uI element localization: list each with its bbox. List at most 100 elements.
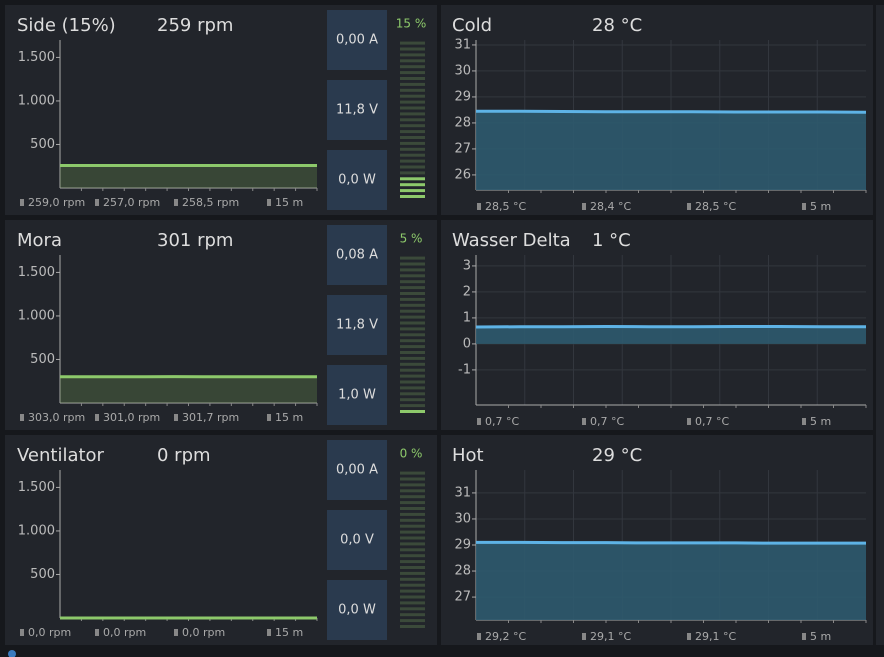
stat: 5 m <box>810 415 831 428</box>
panel-title: Wasser Delta <box>452 230 571 251</box>
y-tick-label: 28 <box>454 115 471 130</box>
gauge-segment <box>400 495 425 499</box>
line <box>476 109 867 114</box>
panel-title: Mora <box>17 230 62 251</box>
gauge-segment <box>400 94 425 98</box>
gauge-segment <box>400 583 425 587</box>
gauge-segment <box>400 619 425 623</box>
stat-icon <box>582 203 586 210</box>
stat: 28,4 °C <box>590 200 631 213</box>
gauge-segment <box>400 286 425 290</box>
y-tick-label: 500 <box>30 352 55 367</box>
y-tick-label: -1 <box>458 362 471 377</box>
panel-title: Ventilator <box>17 445 105 466</box>
stat-icon <box>174 199 178 206</box>
box-value: 0,0 W <box>338 173 376 188</box>
gauge-segment <box>400 613 425 617</box>
gauge-segment <box>400 625 425 628</box>
area <box>60 165 317 188</box>
stat-icon <box>802 203 806 210</box>
gauge-segment <box>400 512 425 516</box>
gauge-segment <box>400 404 425 408</box>
area <box>476 326 866 344</box>
gauge-segment <box>400 530 425 534</box>
stat-icon <box>802 633 806 640</box>
y-tick-label: 1.000 <box>18 308 55 323</box>
gauge-segment <box>400 77 425 80</box>
gauge-segment <box>400 477 425 481</box>
panel-reading: 301 rpm <box>157 230 233 251</box>
y-tick-label: 500 <box>30 137 55 152</box>
stat: 5 m <box>810 630 831 643</box>
gauge-segment <box>400 542 425 546</box>
gauge-segment <box>400 315 425 319</box>
gauge-segment <box>400 159 425 163</box>
gauge-segment <box>400 262 425 266</box>
panel-title: Side (15%) <box>17 15 116 36</box>
box-value: 11,8 V <box>336 318 378 333</box>
gauge-segment <box>400 507 425 510</box>
gauge-segment <box>400 548 425 552</box>
value-box <box>327 365 387 425</box>
gauge-segment <box>400 130 425 134</box>
y-tick-label: 30 <box>454 63 471 78</box>
gauge-segment <box>400 189 425 193</box>
y-tick-label: 3 <box>463 258 471 273</box>
gauge-segment <box>400 147 425 151</box>
gauge-label: 0 % <box>400 447 423 461</box>
gauge-segment <box>400 303 425 307</box>
gauge-segment <box>400 601 425 605</box>
panel: Side (15%) 259 rpm 500 1.000 1.500 259,0 rpm 2… <box>5 5 437 215</box>
gauge-segment <box>400 41 425 45</box>
stat: 15 m <box>275 411 303 424</box>
gauge-label: 5 % <box>400 232 423 246</box>
stat-icon <box>582 633 586 640</box>
gauge-segment <box>400 100 425 104</box>
panel-bg <box>441 220 873 430</box>
value-box <box>327 10 387 70</box>
panel-title: Cold <box>452 15 492 36</box>
value-box <box>327 440 387 500</box>
panel-reading: 0 rpm <box>157 445 211 466</box>
stat: 0,0 rpm <box>103 626 146 639</box>
stat-icon <box>687 633 691 640</box>
gauge-segment <box>400 118 425 122</box>
scroll-indicator <box>8 650 16 657</box>
value-box <box>327 295 387 355</box>
stat: 15 m <box>275 196 303 209</box>
gauge-segment <box>400 321 425 325</box>
y-tick-label: 31 <box>454 485 471 500</box>
panel-reading: 1 °C <box>592 230 631 251</box>
stat: 28,5 °C <box>695 200 736 213</box>
gauge-segment <box>400 595 425 599</box>
gauge-segment <box>400 471 425 475</box>
gauge-segment <box>400 333 425 337</box>
stat: 0,0 rpm <box>28 626 71 639</box>
gauge-segment <box>400 410 425 413</box>
gauge-segment <box>400 351 425 354</box>
gauge-segment <box>400 65 425 69</box>
gauge-segment <box>400 554 425 558</box>
panel-reading: 259 rpm <box>157 15 233 36</box>
panel-reading: 28 °C <box>592 15 642 36</box>
panel: Wasser Delta 1 °C -1 0 1 2 3 0,7 °C 0,7 °C 0,7 °C… <box>441 220 873 430</box>
y-tick-label: 2 <box>463 284 471 299</box>
stat-icon <box>477 633 481 640</box>
stat: 5 m <box>810 200 831 213</box>
gauge-segment <box>400 280 425 284</box>
box-value: 1,0 W <box>338 388 376 403</box>
stat-icon <box>267 199 271 206</box>
gauge-segment <box>400 88 425 92</box>
box-value: 0,0 W <box>338 603 376 618</box>
value-box <box>327 150 387 210</box>
stat-icon <box>20 629 24 636</box>
gauge-segment <box>400 392 425 396</box>
stat: 29,1 °C <box>590 630 631 643</box>
stat: 29,2 °C <box>485 630 526 643</box>
gauge-segment <box>400 374 425 378</box>
gauge-segment <box>400 153 425 157</box>
gauge-segment <box>400 518 425 522</box>
stat: 0,7 °C <box>590 415 624 428</box>
gauge-segment <box>400 297 425 301</box>
